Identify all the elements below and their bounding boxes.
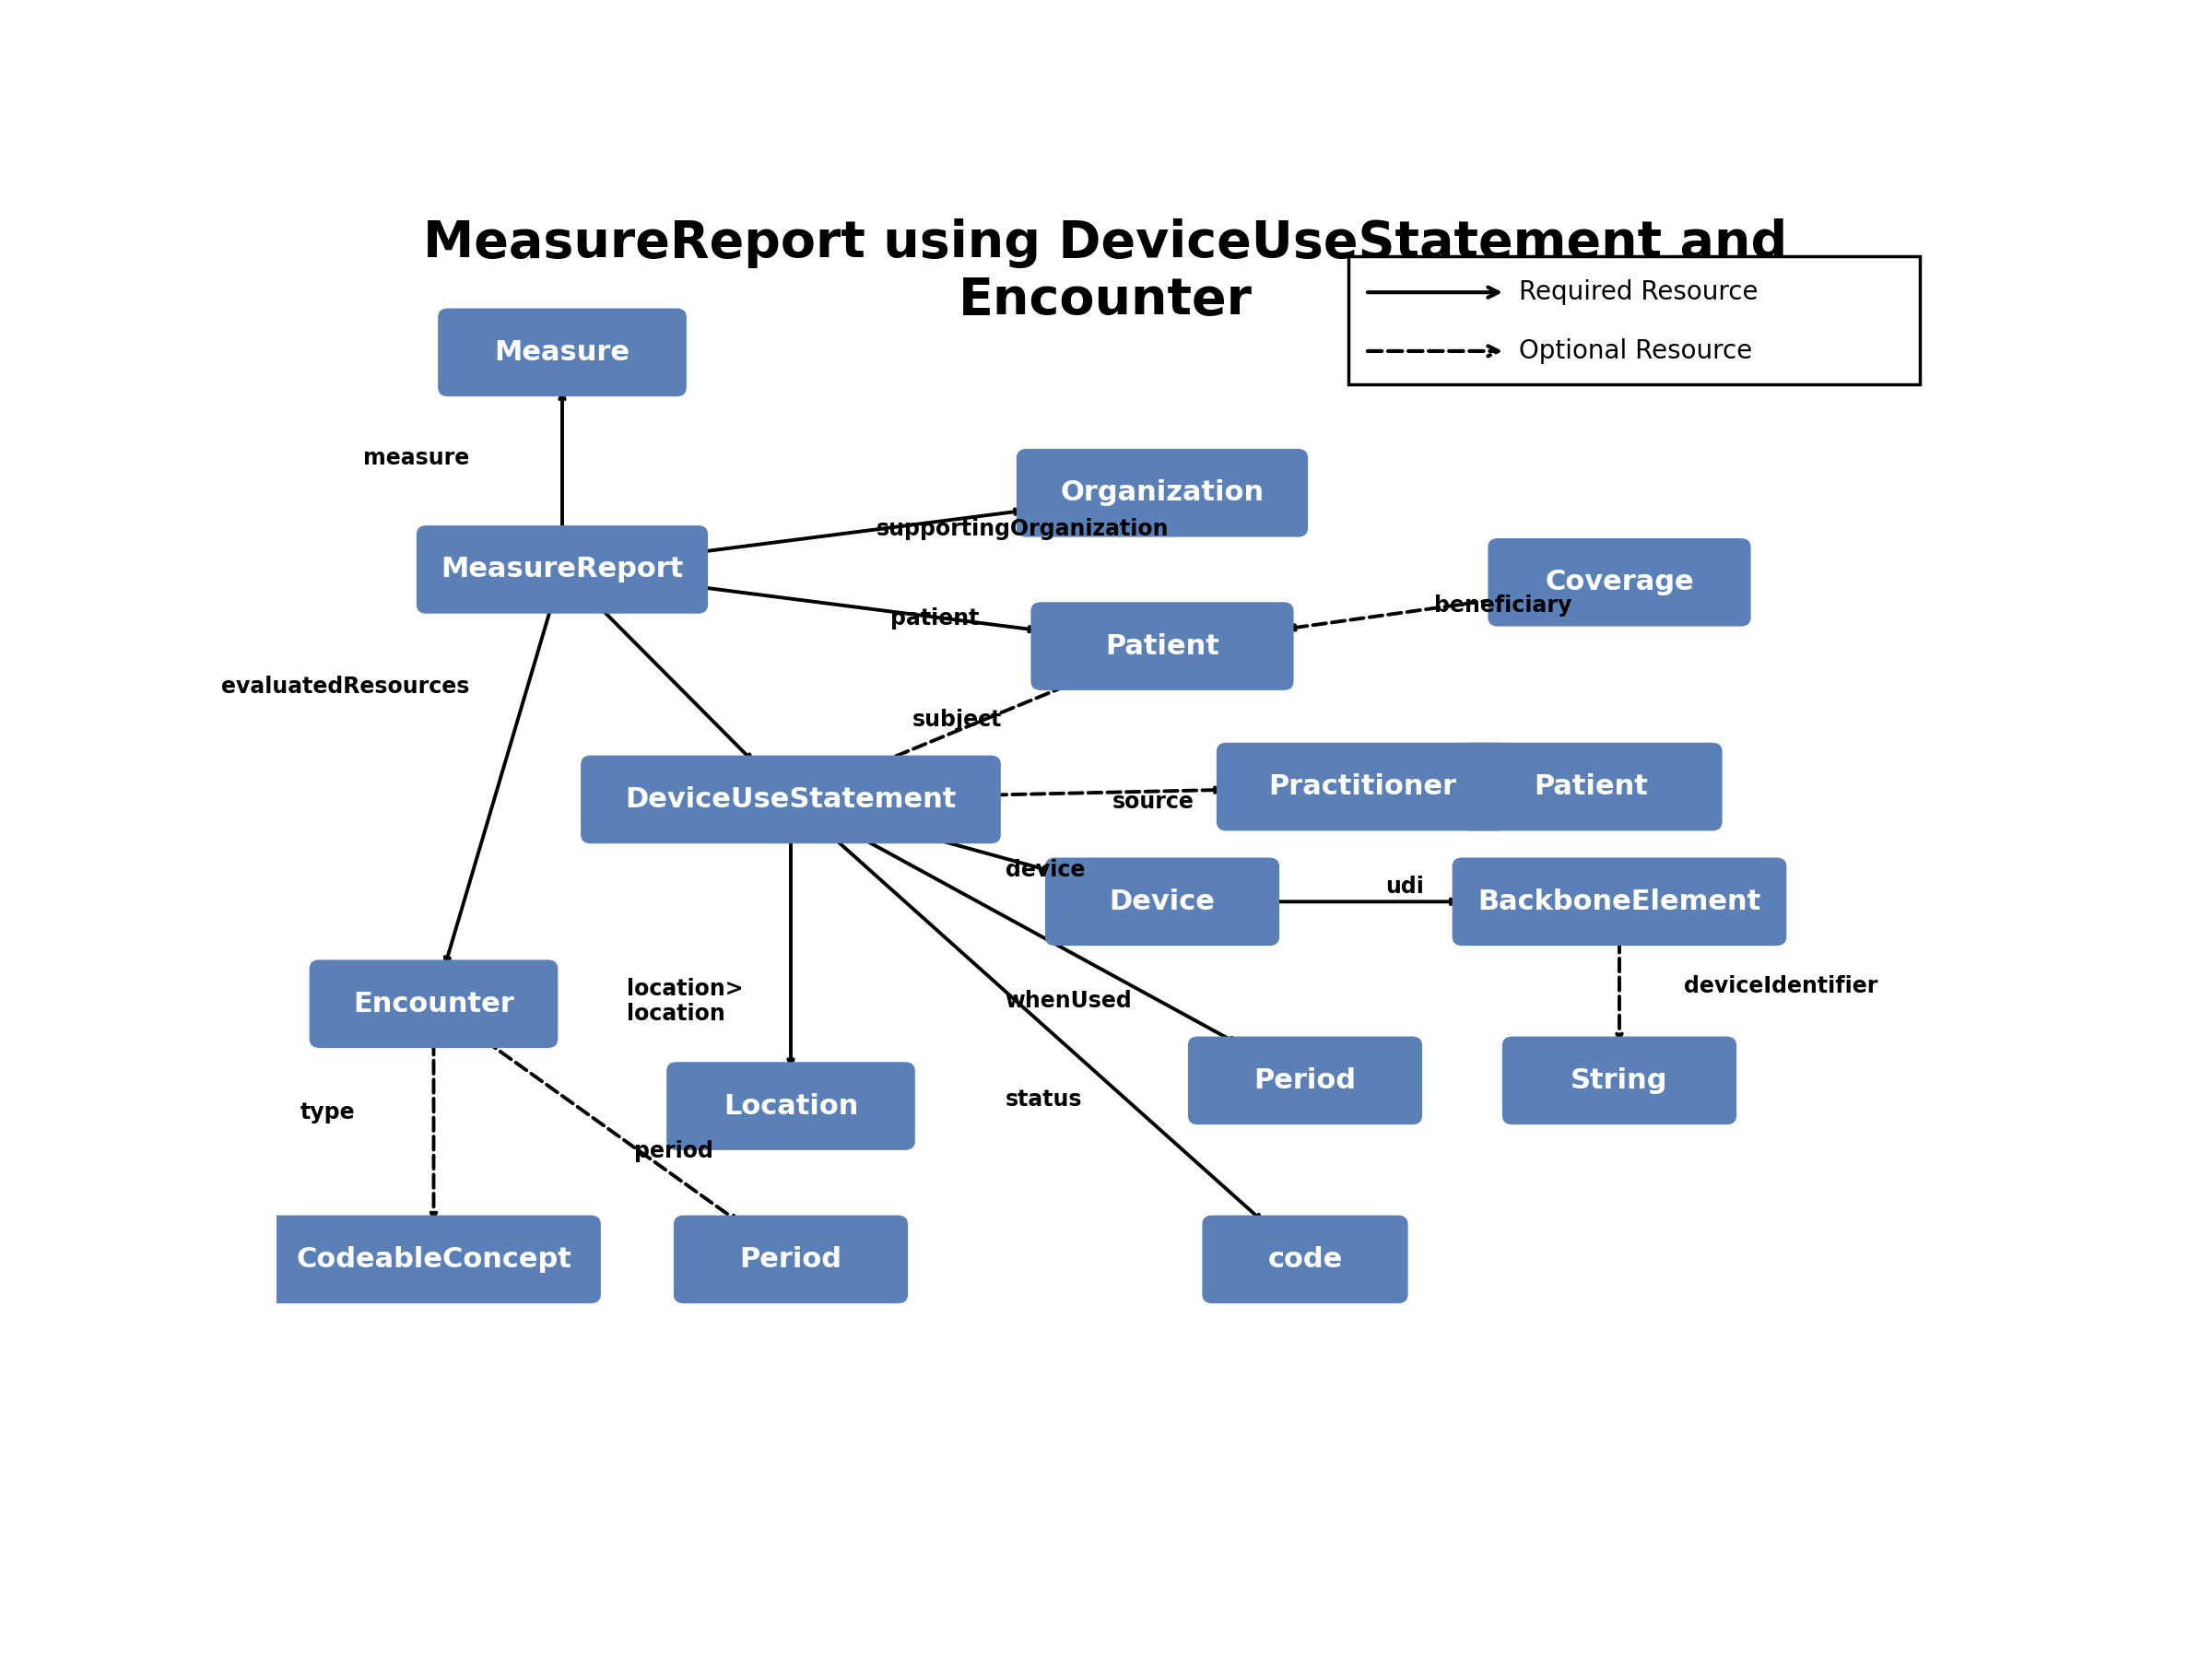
FancyBboxPatch shape: [1217, 743, 1509, 831]
FancyBboxPatch shape: [1044, 858, 1279, 946]
Text: Measure: Measure: [495, 338, 630, 365]
Text: code: code: [1267, 1246, 1343, 1272]
Text: supportingOrganization: supportingOrganization: [876, 518, 1170, 539]
FancyBboxPatch shape: [1203, 1216, 1407, 1304]
Text: patient: patient: [891, 607, 980, 629]
Text: CodeableConcept: CodeableConcept: [296, 1246, 571, 1272]
FancyBboxPatch shape: [438, 309, 686, 397]
Text: MeasureReport using DeviceUseStatement and
Encounter: MeasureReport using DeviceUseStatement a…: [422, 219, 1787, 325]
FancyBboxPatch shape: [1347, 257, 1920, 385]
FancyBboxPatch shape: [675, 1216, 907, 1304]
FancyBboxPatch shape: [666, 1062, 916, 1150]
Text: DeviceUseStatement: DeviceUseStatement: [626, 786, 956, 813]
Text: Practitioner: Practitioner: [1267, 773, 1455, 800]
Text: Required Resource: Required Resource: [1520, 279, 1759, 305]
Text: String: String: [1571, 1067, 1668, 1093]
Text: source: source: [1113, 791, 1194, 813]
Text: Patient: Patient: [1106, 632, 1219, 660]
FancyBboxPatch shape: [582, 755, 1000, 843]
Text: Encounter: Encounter: [354, 990, 513, 1017]
Text: whenUsed: whenUsed: [1004, 990, 1133, 1012]
Text: udi: udi: [1385, 876, 1425, 898]
Text: location>
location: location> location: [626, 977, 743, 1025]
FancyBboxPatch shape: [1188, 1037, 1422, 1125]
FancyBboxPatch shape: [1031, 602, 1294, 690]
Text: Period: Period: [1254, 1067, 1356, 1093]
Text: Location: Location: [723, 1093, 858, 1120]
Text: MeasureReport: MeasureReport: [440, 556, 684, 582]
Text: measure: measure: [363, 448, 469, 469]
Text: subject: subject: [911, 708, 1002, 732]
Text: Device: Device: [1108, 888, 1214, 916]
Text: Period: Period: [739, 1246, 843, 1272]
FancyBboxPatch shape: [310, 961, 557, 1048]
Text: Organization: Organization: [1060, 479, 1263, 506]
Text: deviceIdentifier: deviceIdentifier: [1683, 975, 1878, 997]
FancyBboxPatch shape: [1489, 538, 1752, 627]
Text: period: period: [633, 1140, 712, 1161]
FancyBboxPatch shape: [1460, 743, 1723, 831]
FancyBboxPatch shape: [1502, 1037, 1736, 1125]
Text: evaluatedResources: evaluatedResources: [221, 675, 469, 698]
FancyBboxPatch shape: [265, 1216, 602, 1304]
FancyBboxPatch shape: [1018, 450, 1307, 538]
Text: beneficiary: beneficiary: [1433, 594, 1571, 617]
Text: Optional Resource: Optional Resource: [1520, 338, 1752, 363]
FancyBboxPatch shape: [416, 526, 708, 614]
Text: Coverage: Coverage: [1544, 569, 1694, 596]
FancyBboxPatch shape: [1453, 858, 1787, 946]
Text: device: device: [1004, 859, 1084, 881]
Text: Patient: Patient: [1533, 773, 1648, 800]
Text: type: type: [301, 1102, 356, 1123]
Text: status: status: [1004, 1088, 1082, 1112]
Text: BackboneElement: BackboneElement: [1478, 888, 1761, 916]
